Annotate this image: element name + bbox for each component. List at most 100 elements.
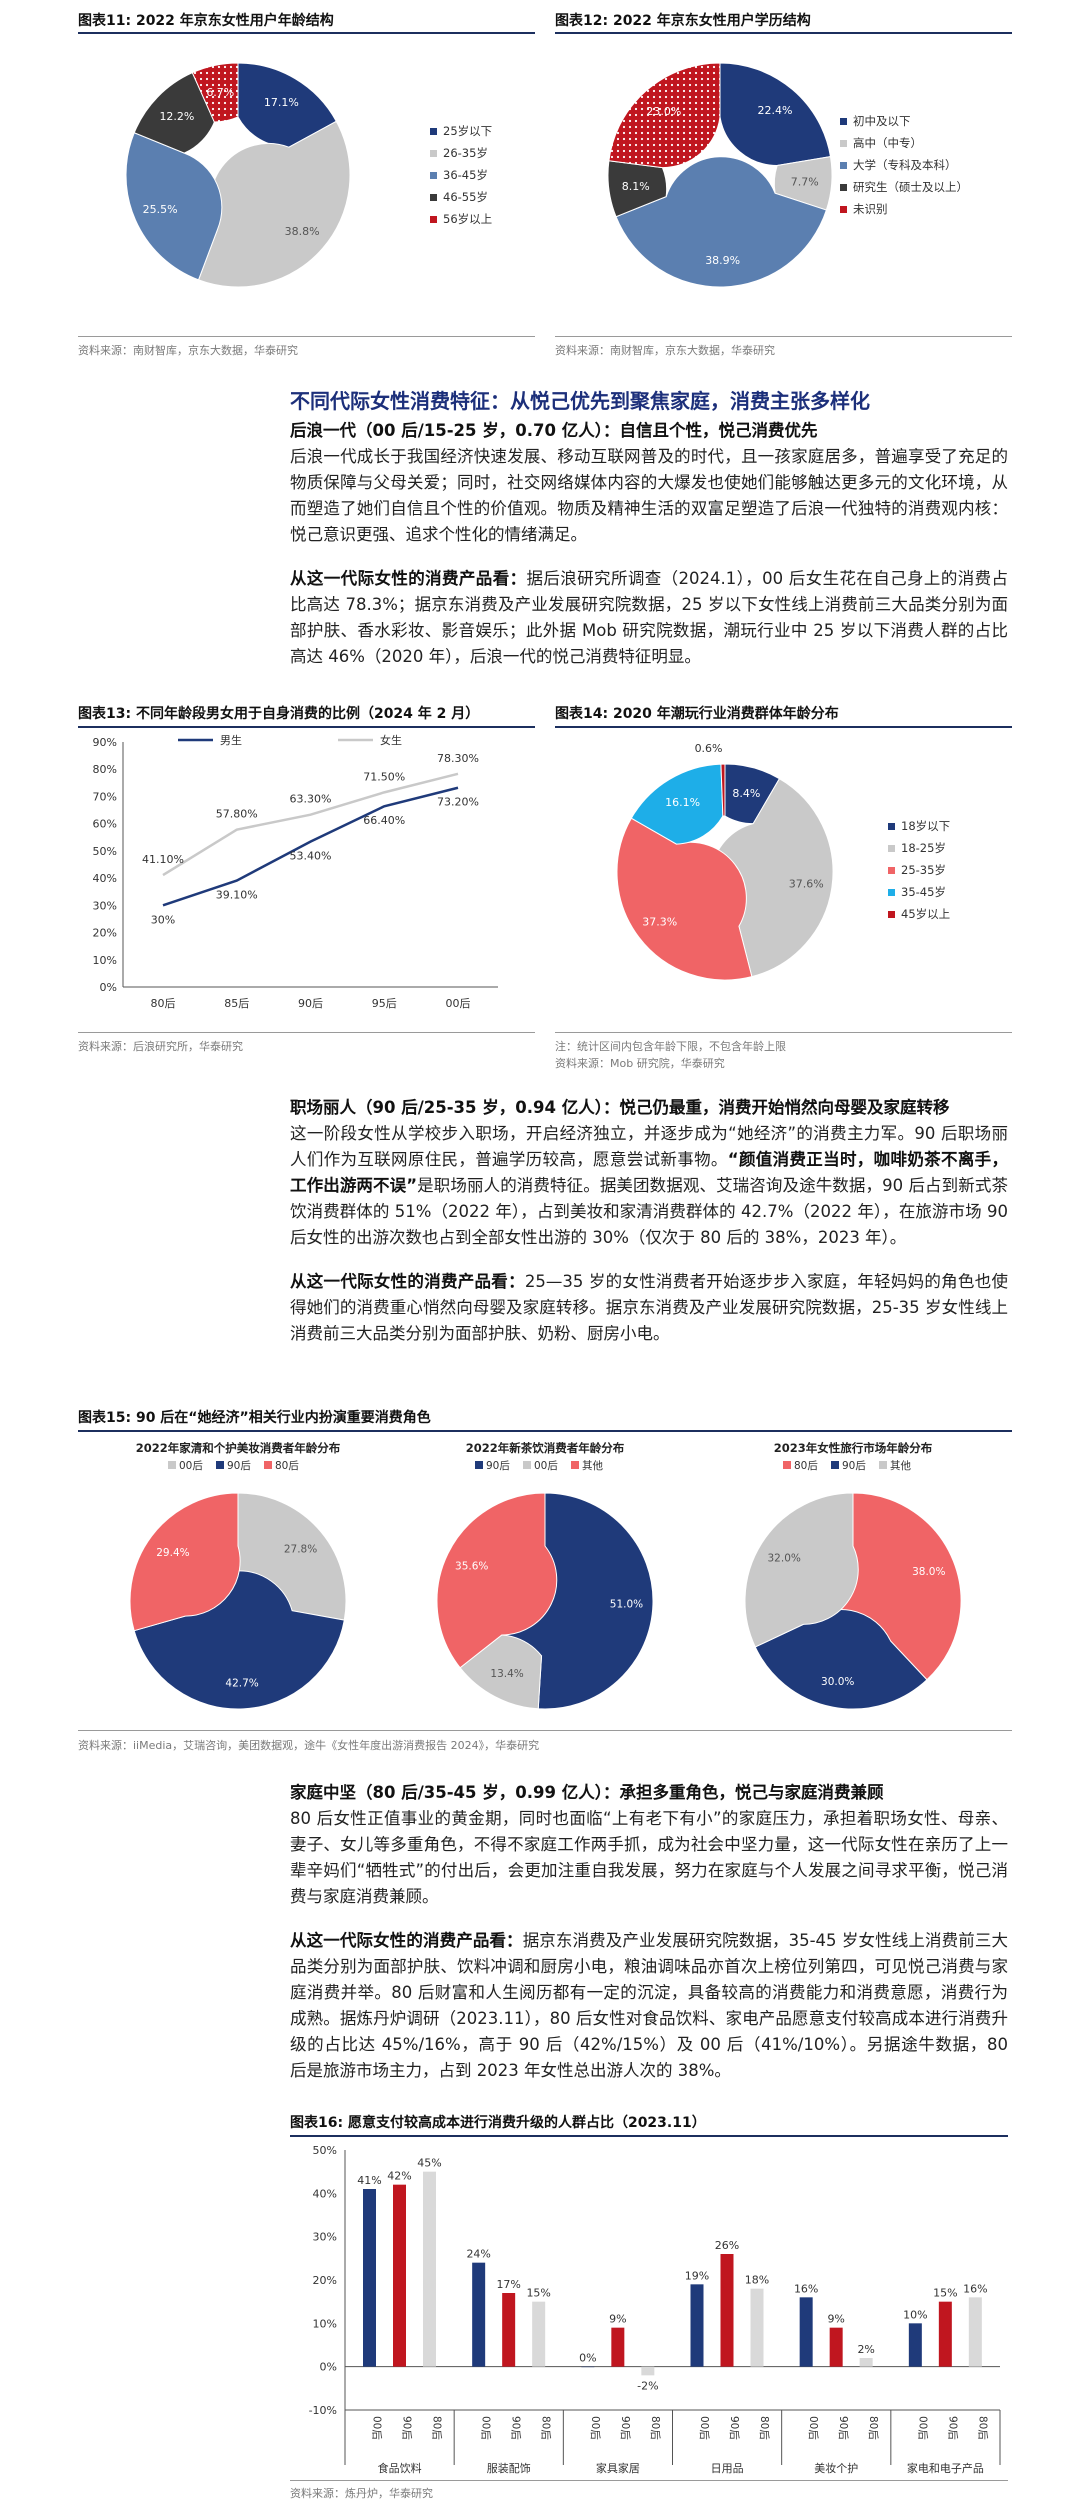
x-sub-label: 90后 (728, 2416, 740, 2440)
fig15-title: 图表15: 90 后在“她经济”相关行业内扮演重要消费角色 (78, 1410, 431, 1426)
bar (829, 2327, 843, 2367)
x-sub-label: 80后 (649, 2416, 661, 2440)
fig16-source: 资料来源：炼丹炉，华泰研究 (290, 2487, 433, 2500)
x-sub-label: 90后 (837, 2416, 849, 2440)
bar-label: -2% (637, 2379, 658, 2392)
slice-label: 0.6% (695, 742, 723, 755)
section2-text: 职场丽人（90 后/25-35 岁，0.94 亿人）：悦己仍最重，消费开始悄然向… (290, 1095, 1008, 1347)
bar (581, 2366, 595, 2368)
legend-label: 35-45岁 (901, 885, 946, 899)
donut-slice (719, 62, 832, 166)
fig14-note: 注：统计区间内包含年龄下限，不包含年龄上限 (555, 1040, 786, 1053)
bar-label: 24% (466, 2248, 490, 2261)
fig11-rule-bottom (78, 336, 535, 337)
section2-p1-quote: “颜值消费正当时，咖啡奶茶不离手，工作出游两不误” (290, 1150, 1008, 1195)
legend-swatch (430, 215, 437, 223)
bar-label: 17% (496, 2278, 520, 2291)
fig14-title: 图表14: 2020 年潮玩行业消费群体年龄分布 (555, 706, 839, 722)
legend-swatch (840, 161, 847, 169)
section3-p1: 80 后女性正值事业的黄金期，同时也面临“上有老下有小”的家庭压力，承担着职场女… (290, 1809, 1008, 1906)
x-sub-label: 00后 (807, 2416, 819, 2440)
slice-label: 8.1% (622, 180, 650, 193)
legend-label: 18岁以下 (901, 819, 951, 833)
bar-label: 41% (357, 2174, 381, 2187)
x-tick-label: 90后 (298, 997, 323, 1010)
legend-label: 研究生（硕士及以上） (853, 180, 968, 194)
x-sub-label: 90后 (619, 2416, 631, 2440)
slice-label: 37.6% (789, 877, 824, 890)
fig11-rule (78, 32, 535, 34)
bar (908, 2323, 922, 2367)
legend-label: 未识别 (853, 202, 888, 216)
fig16-chart: -10% 0% 10% 20% 30% 40% 50% 41% 00后 42% 90后 45% 80后食… (309, 2144, 1001, 2475)
x-sub-label: 00后 (371, 2416, 383, 2440)
slice-label: 30.0% (821, 1676, 854, 1688)
x-sub-label: 00后 (698, 2416, 710, 2440)
legend-item: 25岁以下 (430, 120, 492, 142)
donut-slice (129, 1492, 241, 1632)
donut-title: 2022年家清和个护美妆消费者年龄分布 (136, 1441, 341, 1455)
legend-label: 25岁以下 (443, 124, 493, 138)
legend-label: 90后 (486, 1460, 510, 1472)
legend-label: 46-55岁 (443, 190, 488, 204)
section1-p1-heading: 后浪一代（00 后/15-25 岁，0.70 亿人）：自信且个性，悦己消费优先 (290, 421, 818, 440)
x-group-label: 美妆个护 (814, 2461, 858, 2475)
bar (393, 2184, 406, 2367)
section2-p1: 这一阶段女性从学校步入职场，开启经济独立，并逐步成为“她经济”的消费主力军。90… (290, 1121, 1008, 1251)
legend-label: 36-45岁 (443, 168, 488, 182)
donut-slice (616, 817, 753, 981)
bar-label: 19% (685, 2269, 709, 2282)
bar-label: 16% (794, 2282, 818, 2295)
legend-swatch (430, 127, 437, 135)
fig11-legend: 25岁以下 26-35岁 36-45岁 46-55岁 56岁以上 (430, 120, 492, 230)
section2-p2-body: 25—35 岁的女性消费者开始逐步步入家庭，年轻妈妈的角色也使得她们的消费重心悄… (290, 1272, 1008, 1343)
legend-swatch (840, 139, 847, 147)
legend-label: 90后 (842, 1460, 866, 1472)
y-tick-label: -10% (309, 2404, 337, 2417)
fig13-source: 资料来源：后浪研究所，华泰研究 (78, 1040, 243, 1053)
donut-slice (608, 62, 721, 169)
slice-label: 17.1% (264, 96, 299, 109)
legend-item: 高中（中专） (840, 132, 968, 154)
donut-slice (720, 763, 726, 817)
legend-swatch (430, 193, 437, 201)
x-tick-label: 85后 (224, 997, 249, 1010)
fig14-rule-bottom (555, 1032, 1012, 1033)
slice-label: 8.4% (732, 787, 760, 800)
donut-slice (191, 62, 239, 123)
section1-text: 后浪一代（00 后/15-25 岁，0.70 亿人）：自信且个性，悦己消费优先 … (290, 418, 1008, 670)
bar (363, 2189, 376, 2367)
fig15-source: 资料来源：iiMedia，艾瑞咨询，美团数据观，途牛《女性年度出游消费报告 20… (78, 1739, 540, 1752)
slice-label: 7.7% (791, 176, 819, 189)
slice-label: 37.3% (642, 916, 677, 929)
bar-label: 45% (417, 2157, 441, 2170)
y-tick-label: 60% (93, 818, 117, 831)
legend-swatch (840, 117, 847, 125)
bar (799, 2297, 813, 2367)
legend-swatch (216, 1461, 224, 1469)
section2-p2: 从这一代际女性的消费产品看：25—35 岁的女性消费者开始逐步步入家庭，年轻妈妈… (290, 1269, 1008, 1347)
fig12-title: 图表12: 2022 年京东女性用户学历结构 (555, 13, 811, 29)
y-tick-label: 90% (93, 736, 117, 749)
slice-label: 6.7% (206, 86, 234, 99)
fig15-rule (78, 1430, 1012, 1432)
legend-swatch (168, 1461, 176, 1469)
x-sub-label: 90后 (401, 2416, 413, 2440)
bar-label: 16% (963, 2282, 987, 2295)
y-tick-label: 50% (313, 2144, 337, 2157)
x-tick-label: 80后 (151, 997, 176, 1010)
data-label: 39.10% (216, 889, 258, 902)
y-tick-label: 20% (313, 2274, 337, 2287)
legend-swatch (831, 1461, 839, 1469)
legend-label: 男生 (220, 733, 242, 747)
fig16-rule (290, 2135, 1008, 2137)
data-label: 41.10% (142, 853, 184, 866)
x-sub-label: 80后 (867, 2416, 879, 2440)
fig11-chart: 17.1% 38.8% 25.5% 12.2% 6.7% (125, 62, 351, 288)
legend-label: 其他 (890, 1459, 911, 1472)
x-group-label: 家电和电子产品 (907, 2461, 984, 2475)
section1-p2-body: 据后浪研究所调查（2024.1），00 后女生花在自己身上的消费占比高达 78.… (290, 569, 1008, 666)
legend-swatch (888, 866, 895, 874)
section1-p2-heading: 从这一代际女性的消费产品看： (290, 569, 527, 588)
fig12-source: 资料来源：南财智库，京东大数据，华泰研究 (555, 344, 775, 357)
